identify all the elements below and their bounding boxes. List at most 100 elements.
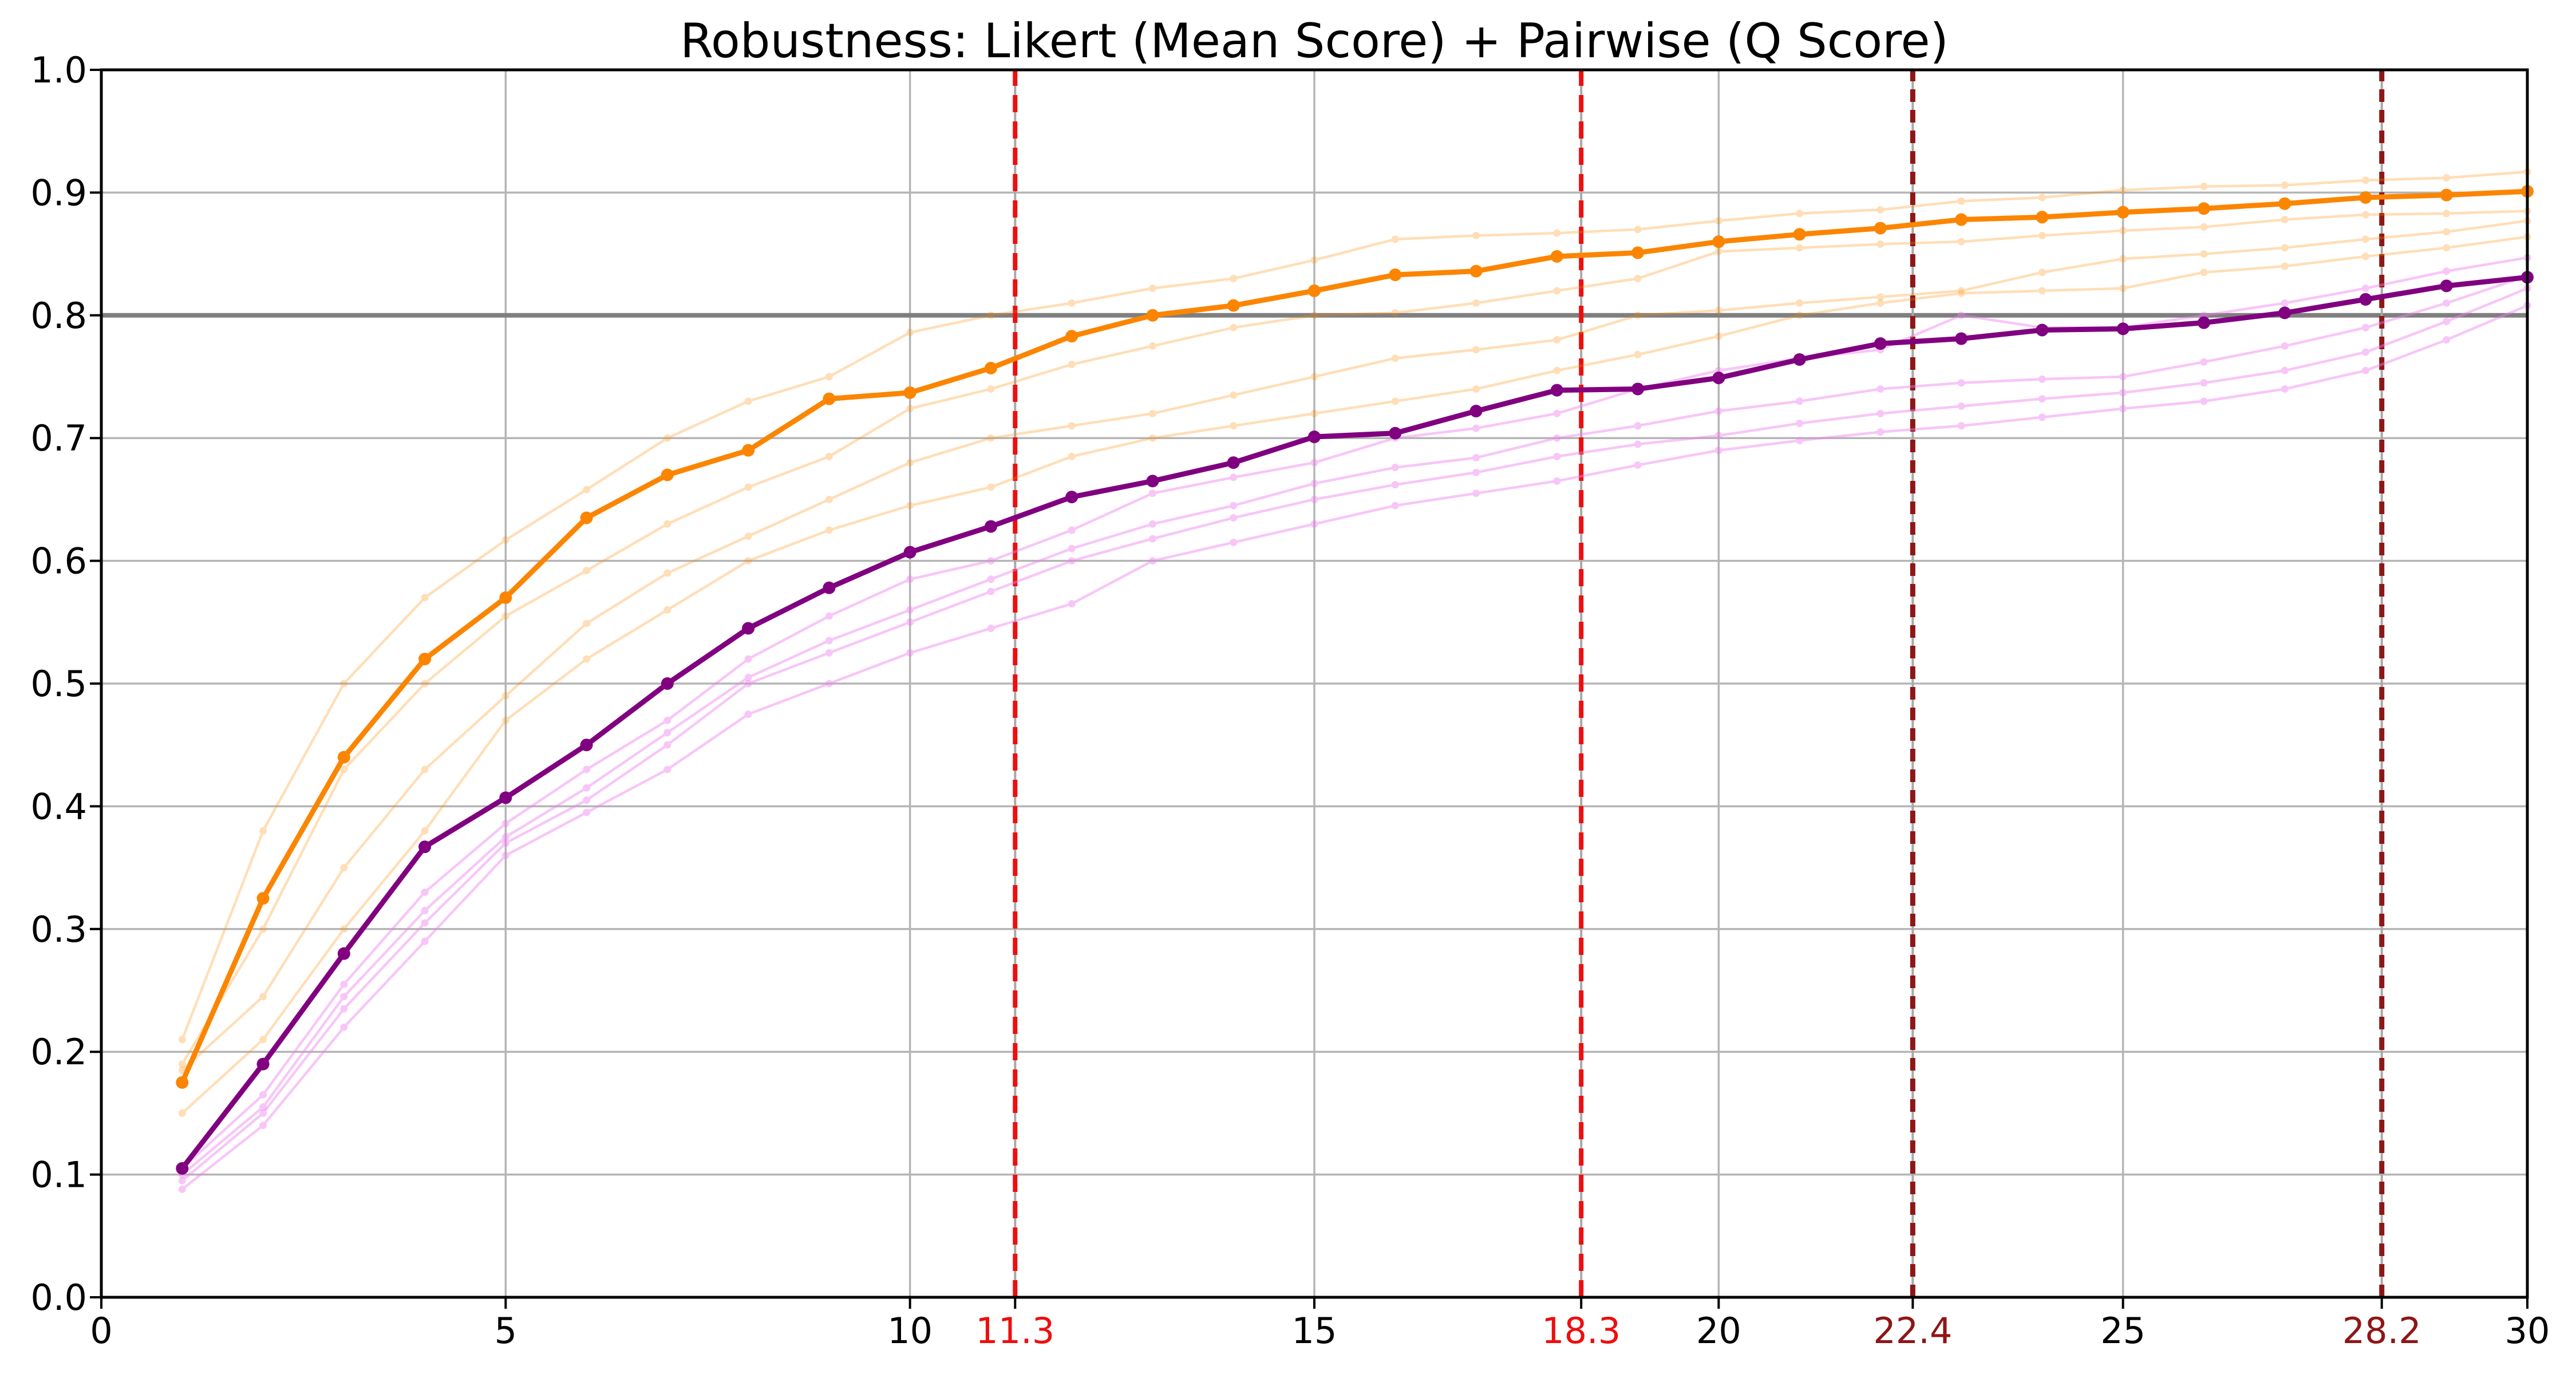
data-point-pairwise-run-2-x8 [744,673,752,681]
data-point-pairwise-run-4-x25 [2119,405,2127,413]
data-point-pairwise-run-2-x9 [825,637,833,645]
series-markers-pairwise-run-2 [178,272,2531,1179]
data-point-pairwise-run-2-x7 [663,729,671,737]
data-point-pairwise-run-4-x9 [825,680,833,688]
data-point-pairwise-run-3-x19 [1634,440,1642,448]
reference-lines-layer [101,70,2527,1297]
data-point-Likert (Mean Score)-x24 [2036,211,2049,224]
data-point-pairwise-run-1-x12 [1068,526,1076,534]
data-point-Pairwise (Q Score)-x25 [2116,322,2129,335]
data-point-likert-run-1-x27 [2281,181,2289,189]
data-point-Pairwise (Q Score)-x18 [1550,384,1563,397]
data-point-likert-run-2-x21 [1796,244,1804,252]
data-point-pairwise-run-3-x15 [1310,495,1318,503]
axes-layer: 0 5 10 11.3 15 18.3 20 22.4 25 28.2 30 0.0 0.1 0.2 0.3… [30,49,2550,1352]
data-point-likert-run-1-x14 [1230,274,1238,282]
data-point-likert-run-2-x1 [178,1060,186,1068]
data-point-pairwise-run-2-x10 [906,606,914,614]
data-point-likert-run-2-x3 [340,765,348,773]
data-point-likert-run-3-x9 [825,495,833,503]
data-point-pairwise-run-3-x25 [2119,389,2127,397]
series-line-likert-run-1 [181,170,2529,1041]
data-point-Likert (Mean Score)-x2 [256,892,270,905]
data-point-Likert (Mean Score)-x23 [1955,213,1968,226]
data-point-pairwise-run-2-x23 [1957,379,1965,387]
data-point-Likert (Mean Score)-x29 [2440,188,2453,202]
data-point-pairwise-run-3-x29 [2443,318,2451,326]
series-markers-pairwise-run-3 [178,285,2531,1185]
data-point-pairwise-run-3-x26 [2200,379,2208,387]
data-point-likert-run-4-x11 [987,483,995,491]
series-line-pairwise-run-3 [181,287,2529,1182]
data-point-pairwise-run-3-x20 [1714,432,1722,440]
data-point-pairwise-run-2-x27 [2281,342,2289,350]
y-tick-label-0.4: 0.4 [30,785,87,827]
data-point-Likert (Mean Score)-x5 [499,591,512,604]
data-point-likert-run-2-x11 [987,385,995,393]
series-likert-run-4 [178,233,2531,1117]
data-point-likert-run-1-x15 [1310,256,1318,264]
data-point-pairwise-run-3-x8 [744,680,752,688]
data-point-pairwise-run-1-x17 [1472,424,1480,432]
data-point-pairwise-run-1-x4 [421,888,429,896]
data-point-Likert (Mean Score)-x9 [823,392,836,405]
data-point-Likert (Mean Score)-x20 [1712,235,1725,248]
y-tick-label-1.0: 1.0 [30,49,87,91]
data-point-Pairwise (Q Score)-x19 [1631,382,1645,396]
data-point-likert-run-4-x9 [825,526,833,534]
data-point-pairwise-run-4-x10 [906,649,914,657]
data-point-Pairwise (Q Score)-x17 [1469,405,1483,418]
data-point-pairwise-run-4-x19 [1634,461,1642,469]
data-point-Likert (Mean Score)-x6 [580,511,593,524]
data-point-Pairwise (Q Score)-x4 [418,840,432,854]
data-point-pairwise-run-1-x7 [663,716,671,724]
data-point-likert-run-4-x3 [340,925,348,933]
data-point-Likert (Mean Score)-x11 [984,361,997,374]
data-point-likert-run-2-x8 [744,483,752,491]
data-point-Likert (Mean Score)-x17 [1469,264,1483,278]
data-point-likert-run-4-x12 [1068,452,1076,460]
data-point-likert-run-1-x23 [1957,197,1965,205]
series-pairwise-run-4 [178,302,2531,1193]
series-line-pairwise-run-2 [181,274,2529,1176]
data-point-pairwise-run-3-x1 [178,1176,186,1185]
data-point-Pairwise (Q Score)-x5 [499,791,512,804]
data-point-Likert (Mean Score)-x21 [1793,228,1806,241]
data-point-pairwise-run-2-x29 [2443,299,2451,307]
series-line-likert-run-2 [181,210,2529,1065]
data-point-likert-run-1-x21 [1796,210,1804,218]
data-point-likert-run-1-x28 [2361,176,2369,184]
data-point-pairwise-run-2-x26 [2200,358,2208,366]
data-point-Likert (Mean Score)-x15 [1308,284,1321,297]
data-point-likert-run-4-x26 [2200,269,2208,277]
data-point-pairwise-run-1-x15 [1310,459,1318,467]
data-point-Likert (Mean Score)-x3 [337,751,350,764]
data-point-likert-run-2-x10 [906,405,914,413]
data-point-Likert (Mean Score)-x27 [2278,197,2291,210]
data-point-pairwise-run-4-x18 [1553,477,1561,485]
data-point-likert-run-3-x24 [2038,269,2046,277]
data-point-likert-run-3-x17 [1472,346,1480,354]
x-tick-label-20: 20 [1696,1310,1741,1352]
data-point-Pairwise (Q Score)-x3 [337,947,350,960]
data-point-pairwise-run-1-x28 [2361,285,2369,293]
data-point-pairwise-run-2-x19 [1634,422,1642,430]
data-point-likert-run-1-x8 [744,397,752,405]
data-point-likert-run-2-x28 [2361,211,2369,219]
data-point-likert-run-4-x17 [1472,385,1480,393]
data-point-pairwise-run-1-x23 [1957,311,1965,319]
data-point-pairwise-run-3-x11 [987,587,995,595]
y-tick-label-0.0: 0.0 [30,1277,87,1318]
data-point-pairwise-run-1-x9 [825,612,833,620]
data-point-likert-run-2-x2 [259,925,267,933]
data-point-likert-run-3-x10 [906,459,914,467]
data-point-likert-run-3-x26 [2200,250,2208,258]
x-tick-label-25: 25 [2100,1310,2146,1352]
data-point-likert-run-3-x2 [259,993,267,1001]
data-point-pairwise-run-2-x17 [1472,454,1480,462]
data-point-likert-run-4-x14 [1230,422,1238,430]
data-point-Likert (Mean Score)-x18 [1550,250,1563,263]
data-point-likert-run-1-x1 [178,1036,186,1044]
data-point-likert-run-3-x4 [421,765,429,773]
